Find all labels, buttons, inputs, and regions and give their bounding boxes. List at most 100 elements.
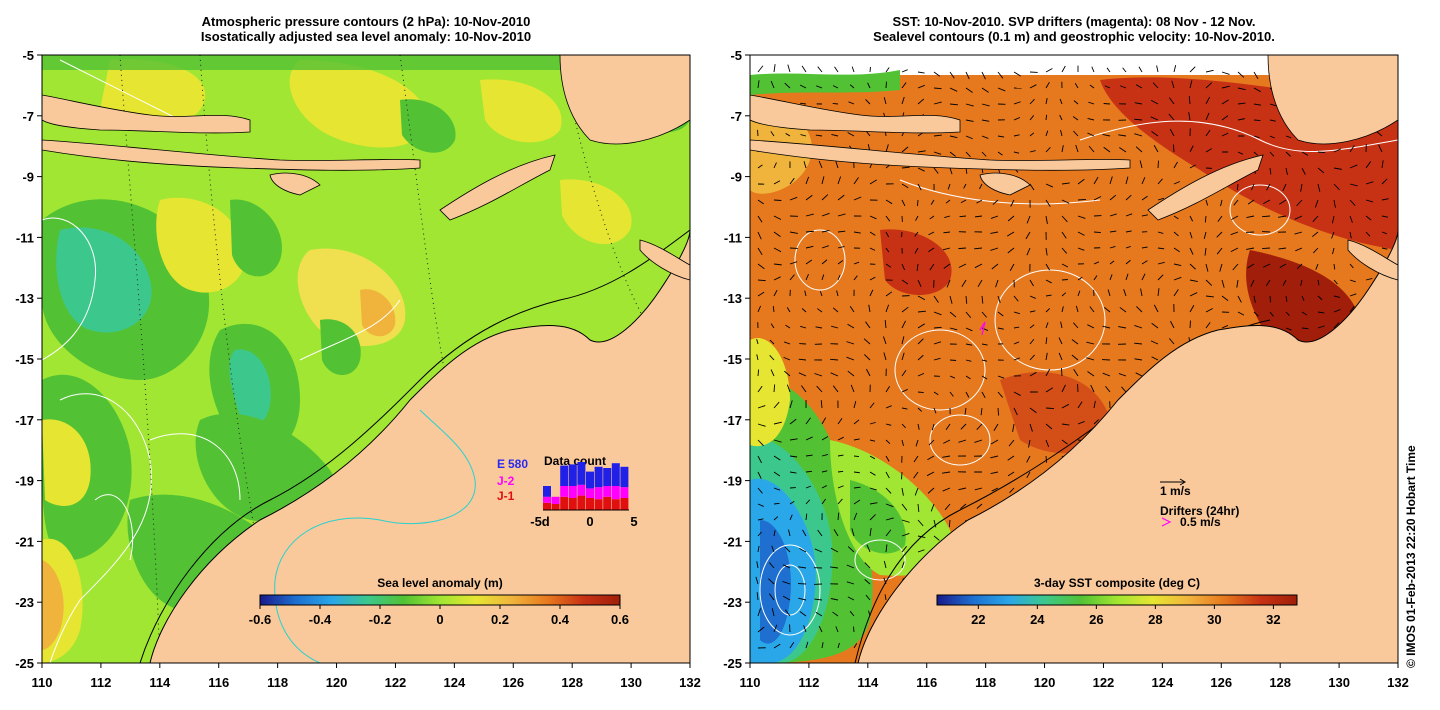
velocity-arrow xyxy=(853,471,860,474)
inset-bar-red xyxy=(577,495,586,510)
velocity-arrow xyxy=(821,194,829,201)
velocity-arrow xyxy=(1013,117,1021,121)
velocity-arrow xyxy=(851,528,855,537)
velocity-arrow xyxy=(1246,247,1255,250)
velocity-arrow xyxy=(1093,400,1096,409)
velocity-arrow xyxy=(865,594,871,601)
x-tick-label: 122 xyxy=(385,675,407,690)
velocity-arrow xyxy=(885,487,892,494)
velocity-arrow xyxy=(850,384,855,393)
velocity-arrow xyxy=(1216,231,1223,238)
inset-bar-red xyxy=(551,504,560,510)
velocity-arrow xyxy=(991,487,999,492)
velocity-arrow xyxy=(965,151,971,158)
velocity-arrow xyxy=(976,503,983,509)
velocity-arrow xyxy=(944,215,951,219)
velocity-arrow xyxy=(821,642,824,649)
velocity-arrow xyxy=(1296,263,1303,269)
inset-bar-magenta xyxy=(568,486,577,498)
right-java-island xyxy=(750,94,961,134)
velocity-arrow xyxy=(805,485,812,489)
velocity-arrow xyxy=(1061,384,1066,393)
velocity-arrow xyxy=(1237,102,1246,105)
x-tick-label: 132 xyxy=(679,675,701,690)
right-aru-islands xyxy=(1347,239,1398,281)
velocity-arrow xyxy=(1313,247,1319,254)
velocity-arrow xyxy=(1029,183,1035,191)
velocity-arrow xyxy=(949,151,956,157)
velocity-arrow xyxy=(832,307,839,313)
velocity-arrow xyxy=(798,372,807,377)
velocity-arrow xyxy=(1045,439,1050,448)
velocity-arrow xyxy=(1333,263,1336,270)
velocity-arrow xyxy=(847,370,855,377)
velocity-arrow xyxy=(1151,131,1159,137)
velocity-arrow xyxy=(1365,181,1374,185)
velocity-arrow xyxy=(885,215,891,222)
velocity-arrow xyxy=(1263,263,1271,268)
right-lesser-sunda-islands xyxy=(750,139,1131,171)
velocity-arrow xyxy=(869,276,876,281)
velocity-arrow xyxy=(773,487,781,491)
velocity-arrow xyxy=(965,135,973,140)
velocity-arrow xyxy=(1221,279,1225,288)
velocity-arrow xyxy=(1295,247,1303,252)
velocity-arrow xyxy=(1109,260,1115,265)
velocity-arrow xyxy=(816,385,823,393)
velocity-arrow xyxy=(1093,196,1102,201)
velocity-arrow xyxy=(1188,112,1191,121)
velocity-arrow xyxy=(974,247,983,250)
velocity-arrow xyxy=(1262,247,1271,249)
velocity-arrow xyxy=(901,561,905,569)
velocity-arrow xyxy=(965,295,968,304)
velocity-arrow xyxy=(1317,151,1326,154)
velocity-arrow xyxy=(851,66,855,73)
velocity-arrow xyxy=(819,291,823,297)
velocity-arrow xyxy=(1060,368,1063,377)
velocity-arrow xyxy=(917,354,924,361)
velocity-arrow xyxy=(1349,145,1355,153)
velocity-arrow xyxy=(917,323,925,329)
velocity-arrow xyxy=(1221,99,1229,105)
velocity-arrow xyxy=(1237,311,1245,316)
velocity-arrow xyxy=(846,341,855,345)
velocity-arrow xyxy=(1168,338,1175,345)
velocity-arrow xyxy=(933,134,942,137)
velocity-arrow xyxy=(1315,263,1319,270)
velocity-arrow xyxy=(1088,101,1095,105)
inset-x-tick: 0 xyxy=(586,514,593,529)
velocity-arrow xyxy=(915,215,919,221)
velocity-arrow xyxy=(1205,308,1213,313)
velocity-arrow xyxy=(757,518,764,521)
velocity-arrow xyxy=(1317,183,1321,192)
velocity-arrow xyxy=(773,421,782,425)
velocity-arrow xyxy=(1173,181,1180,185)
velocity-arrow xyxy=(942,471,951,474)
velocity-arrow xyxy=(757,503,764,507)
velocity-arrow xyxy=(773,263,782,266)
velocity-arrow xyxy=(771,608,775,617)
velocity-arrow xyxy=(917,519,924,527)
velocity-arrow xyxy=(1253,71,1259,80)
velocity-arrow xyxy=(1123,289,1127,297)
velocity-arrow xyxy=(831,133,839,137)
velocity-arrow xyxy=(1026,215,1031,224)
velocity-arrow xyxy=(960,503,967,510)
velocity-arrow xyxy=(1349,305,1355,313)
velocity-arrow xyxy=(981,359,988,362)
x-tick-label: 124 xyxy=(1152,675,1174,690)
inset-bar-magenta xyxy=(551,496,560,504)
velocity-arrow xyxy=(1045,279,1052,284)
velocity-arrow xyxy=(928,231,935,236)
velocity-arrow xyxy=(1102,372,1111,377)
velocity-arrow xyxy=(1278,215,1287,218)
velocity-arrow xyxy=(933,151,942,155)
velocity-arrow xyxy=(1059,114,1063,121)
velocity-arrow xyxy=(1045,114,1048,121)
velocity-arrow xyxy=(1333,295,1341,298)
velocity-arrow xyxy=(949,135,958,139)
velocity-arrow xyxy=(901,439,904,446)
velocity-arrow xyxy=(782,564,791,569)
velocity-arrow xyxy=(1119,147,1127,153)
